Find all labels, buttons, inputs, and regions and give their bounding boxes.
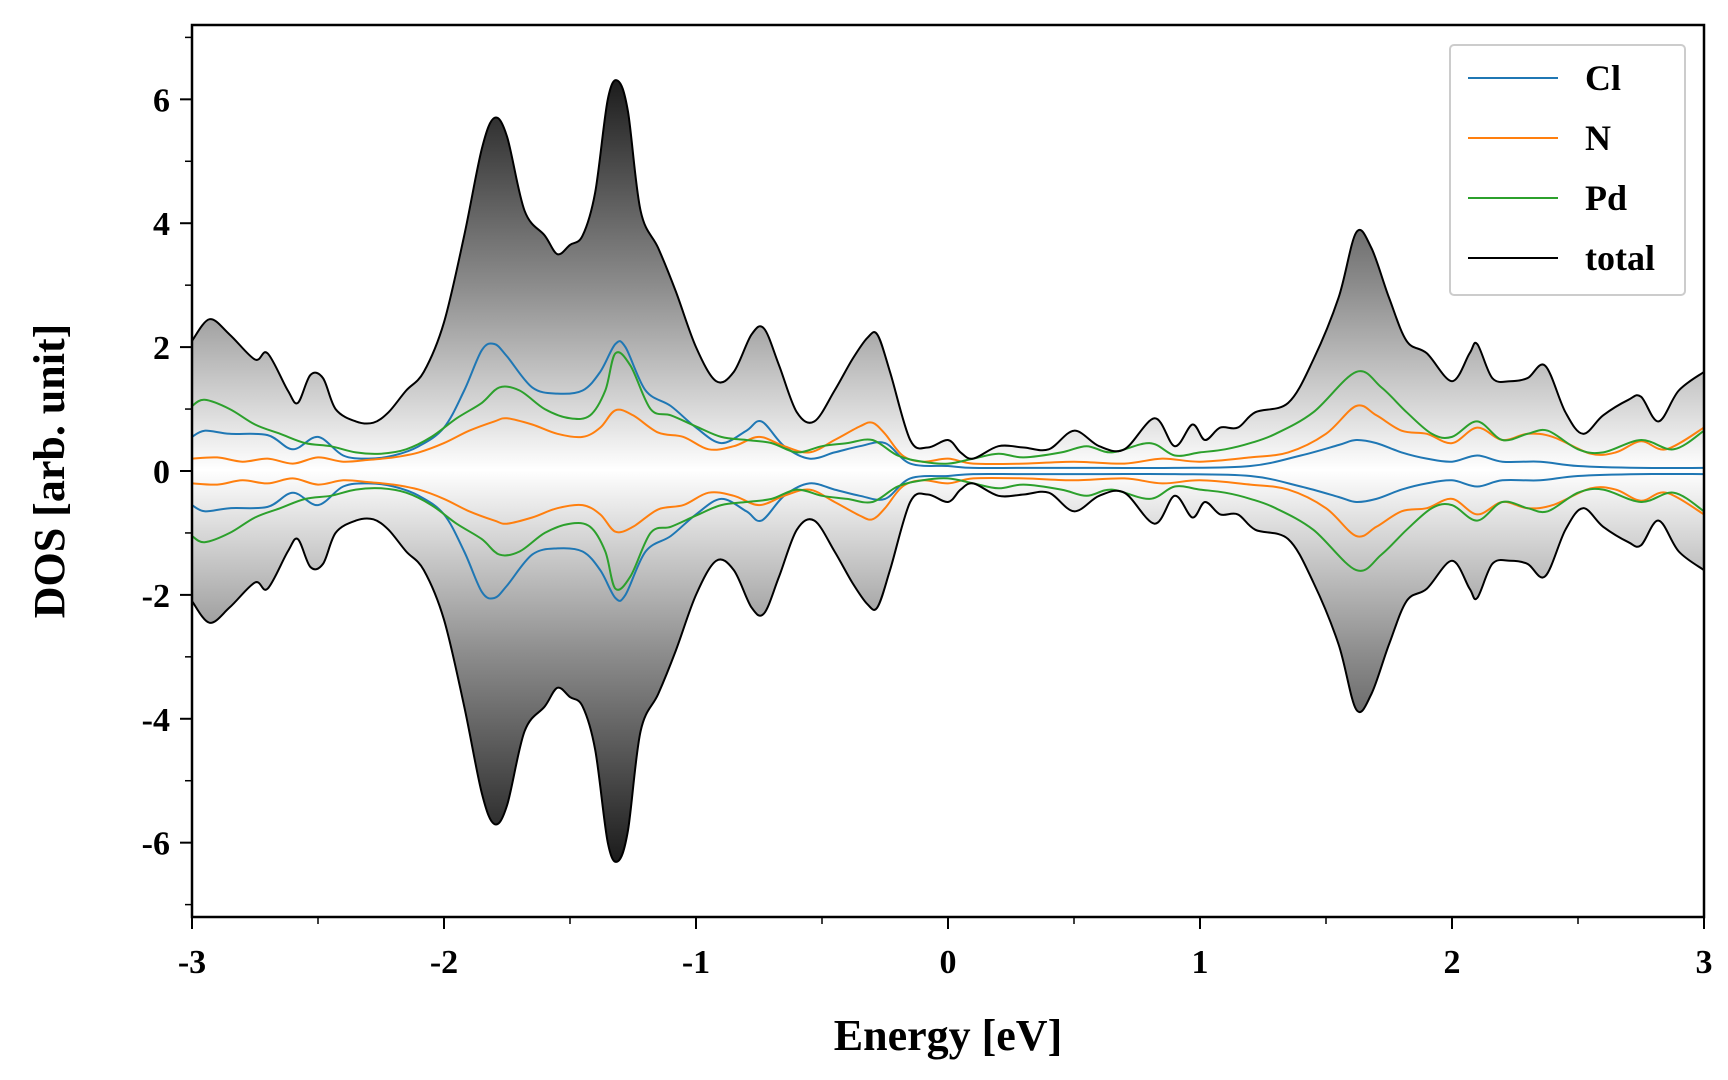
y-tick-label: -6 xyxy=(142,826,170,863)
x-tick-label: 2 xyxy=(1444,944,1461,981)
y-tick-label: -2 xyxy=(142,578,170,615)
x-tick-label: -3 xyxy=(178,944,206,981)
y-tick-label: 6 xyxy=(153,82,170,119)
y-axis-label: DOS [arb. unit] xyxy=(25,324,74,619)
x-tick-label: 1 xyxy=(1192,944,1209,981)
x-tick-label: -1 xyxy=(682,944,710,981)
line-pd-spin-up xyxy=(192,351,1704,465)
legend-label-total: total xyxy=(1585,238,1655,278)
legend-label-pd: Pd xyxy=(1585,178,1627,218)
fill-total-spin-up xyxy=(192,80,1704,471)
line-cl-spin-up xyxy=(192,340,1704,470)
line-total-spin-up xyxy=(192,79,1704,460)
legend: Cl N Pd total xyxy=(1449,44,1686,296)
x-axis-label: Energy [eV] xyxy=(834,1011,1063,1060)
dos-fill-areas xyxy=(192,80,1704,862)
y-tick-label: 2 xyxy=(153,330,170,367)
line-cl-spin-down xyxy=(192,472,1704,602)
y-tick-label: -4 xyxy=(142,702,170,739)
x-tick-label: -2 xyxy=(430,944,458,981)
legend-label-n: N xyxy=(1585,118,1611,158)
y-tick-label: 0 xyxy=(153,454,170,491)
line-pd-spin-down xyxy=(192,477,1704,591)
legend-label-cl: Cl xyxy=(1585,58,1621,98)
dos-curves xyxy=(192,79,1704,863)
x-tick-label: 3 xyxy=(1696,944,1713,981)
x-axis: -3 -2 -1 0 1 2 3 xyxy=(178,917,1713,981)
fill-total-spin-down xyxy=(192,471,1704,862)
line-n-spin-down xyxy=(192,476,1704,538)
y-tick-label: 4 xyxy=(153,206,170,243)
line-n-spin-up xyxy=(192,404,1704,466)
y-axis: -6 -4 -2 0 2 4 6 xyxy=(142,36,192,906)
x-tick-label: 0 xyxy=(940,944,957,981)
line-total-spin-down xyxy=(192,482,1704,863)
legend-box xyxy=(1449,44,1686,296)
